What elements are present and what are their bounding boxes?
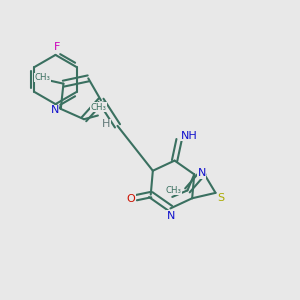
Text: CH₃: CH₃ [166,186,182,195]
Text: NH: NH [181,131,197,141]
Text: H: H [102,119,110,129]
Text: CH₃: CH₃ [90,103,106,112]
Text: N: N [198,169,206,178]
Text: N: N [51,105,59,116]
Text: F: F [54,42,60,52]
Text: N: N [167,211,175,221]
Text: CH₃: CH₃ [34,73,50,82]
Text: S: S [218,193,224,203]
Text: O: O [127,194,135,203]
